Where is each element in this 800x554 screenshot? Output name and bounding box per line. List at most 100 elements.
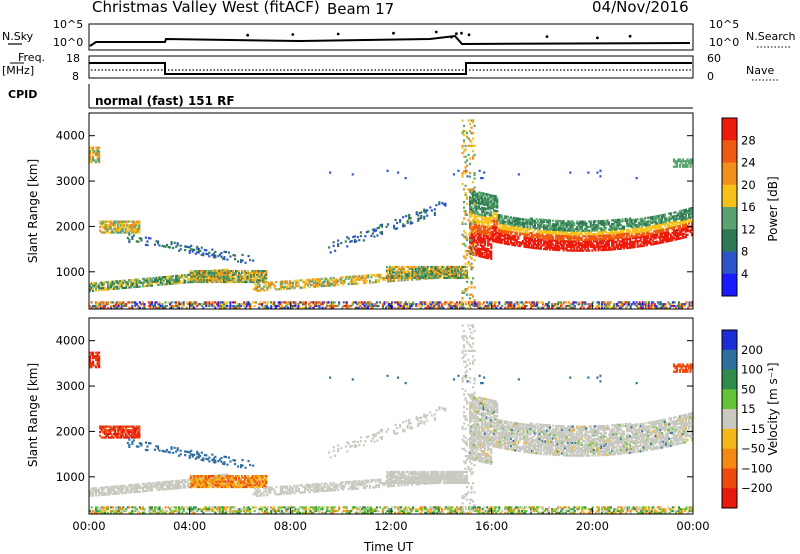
power-echo-cell [620,220,623,223]
power-echo-cell [266,287,269,290]
power-echo-cell [240,260,243,264]
power-echo-cell [221,306,225,309]
power-echo-cell [606,245,609,248]
power-echo-cell [591,234,594,238]
power-echo-cell [217,304,220,308]
power-echo-cell [481,212,484,215]
power-echo-cell [419,276,422,280]
power-echo-cell [518,225,521,228]
power-echo-cell [544,240,547,244]
power-echo-cell [642,244,645,247]
power-echo-cell [216,271,219,275]
power-echo-cell [555,247,558,250]
power-echo-cell [641,304,644,308]
power-echo-cell [614,246,617,249]
power-echo-cell [469,189,472,192]
power-echo-cell [263,277,266,280]
power-echo-cell [90,306,93,309]
power-echo-cell [466,250,469,253]
power-echo-cell [416,304,419,308]
power-echo-cell [658,303,661,306]
power-echo-cell [594,233,597,236]
power-echo-cell [549,232,552,235]
power-echo-cell [532,304,536,308]
power-echo-cell [688,209,691,212]
power-echo-cell [569,306,572,309]
power-echo-cell [386,304,389,308]
power-echo-cell [647,306,650,309]
power-echo-cell [650,218,653,221]
power-echo-cell [472,227,475,231]
power-echo-cell [141,281,145,284]
power-echo-cell [546,220,549,224]
power-echo-cell [680,160,683,163]
power-echo-cell [465,303,468,306]
power-echo-cell [464,210,467,213]
power-echo-cell [224,306,228,309]
power-echo-cell [662,221,665,224]
power-echo-cell [626,237,629,241]
power-echo-cell [630,233,633,236]
power-echo-cell [444,273,448,276]
power-echo-cell [402,276,405,280]
power-echo-cell [609,306,613,309]
power-echo-cell [508,304,511,308]
power-echo-cell [601,223,605,226]
power-echo-cell [485,254,488,258]
power-echo-cell [116,306,119,309]
power-echo-cell [615,242,618,245]
power-echo-cell [617,224,620,227]
power-echo-cell [684,226,688,230]
power-echo-cell [583,227,586,231]
power-echo-cell [218,306,222,309]
power-echo-cell [482,237,485,241]
power-echo-cell [611,244,614,247]
power-echo-cell [203,271,206,275]
power-echo-cell [93,150,96,153]
power-echo-cell [369,303,373,306]
power-echo-cell [627,234,630,237]
power-echo-cell [486,304,489,308]
power-echo-cell [662,239,665,242]
power-echo-cell [600,229,603,232]
power-echo-cell [515,228,518,231]
power-echo-cell [407,269,410,272]
power-echo-cell [555,223,558,226]
power-echo-cell [533,241,537,244]
power-echo-cell [461,304,464,307]
power-echo-cell [209,271,212,275]
power-echo-cell [467,233,470,236]
power-echo-cell [688,304,691,308]
power-echo-cell [691,221,693,224]
power-echo-cell [574,227,577,231]
power-echo-cell [571,236,574,240]
power-echo-cell [420,267,423,270]
power-echo-cell [591,229,594,232]
power-echo-cell [113,287,116,291]
power-echo-cell [657,223,660,227]
power-echo-cell [654,217,657,220]
power-echo-cell [133,229,136,232]
power-echo-cell [320,277,323,281]
power-echo-cell [446,273,449,276]
power-echo-cell [604,241,608,244]
power-echo-cell [632,242,635,245]
power-echo-cell [479,213,482,216]
power-echo-cell [220,255,223,258]
power-echo-cell [132,227,135,231]
power-echo-cell [487,257,490,260]
power-echo-cell [125,303,128,306]
power-echo-cell [487,306,490,309]
power-echo-cell [329,278,332,282]
power-echo-cell [487,304,490,308]
power-echo-cell [606,303,610,306]
power-echo-cell [347,283,350,286]
power-echo-cell [434,273,437,276]
power-echo-cell [137,240,140,243]
power-echo-cell [620,236,623,239]
power-echo-cell [386,276,389,280]
power-echo-cell [517,217,520,220]
power-echo-cell [633,218,636,222]
power-echo-cell [288,287,291,290]
power-echo-cell [623,238,626,241]
